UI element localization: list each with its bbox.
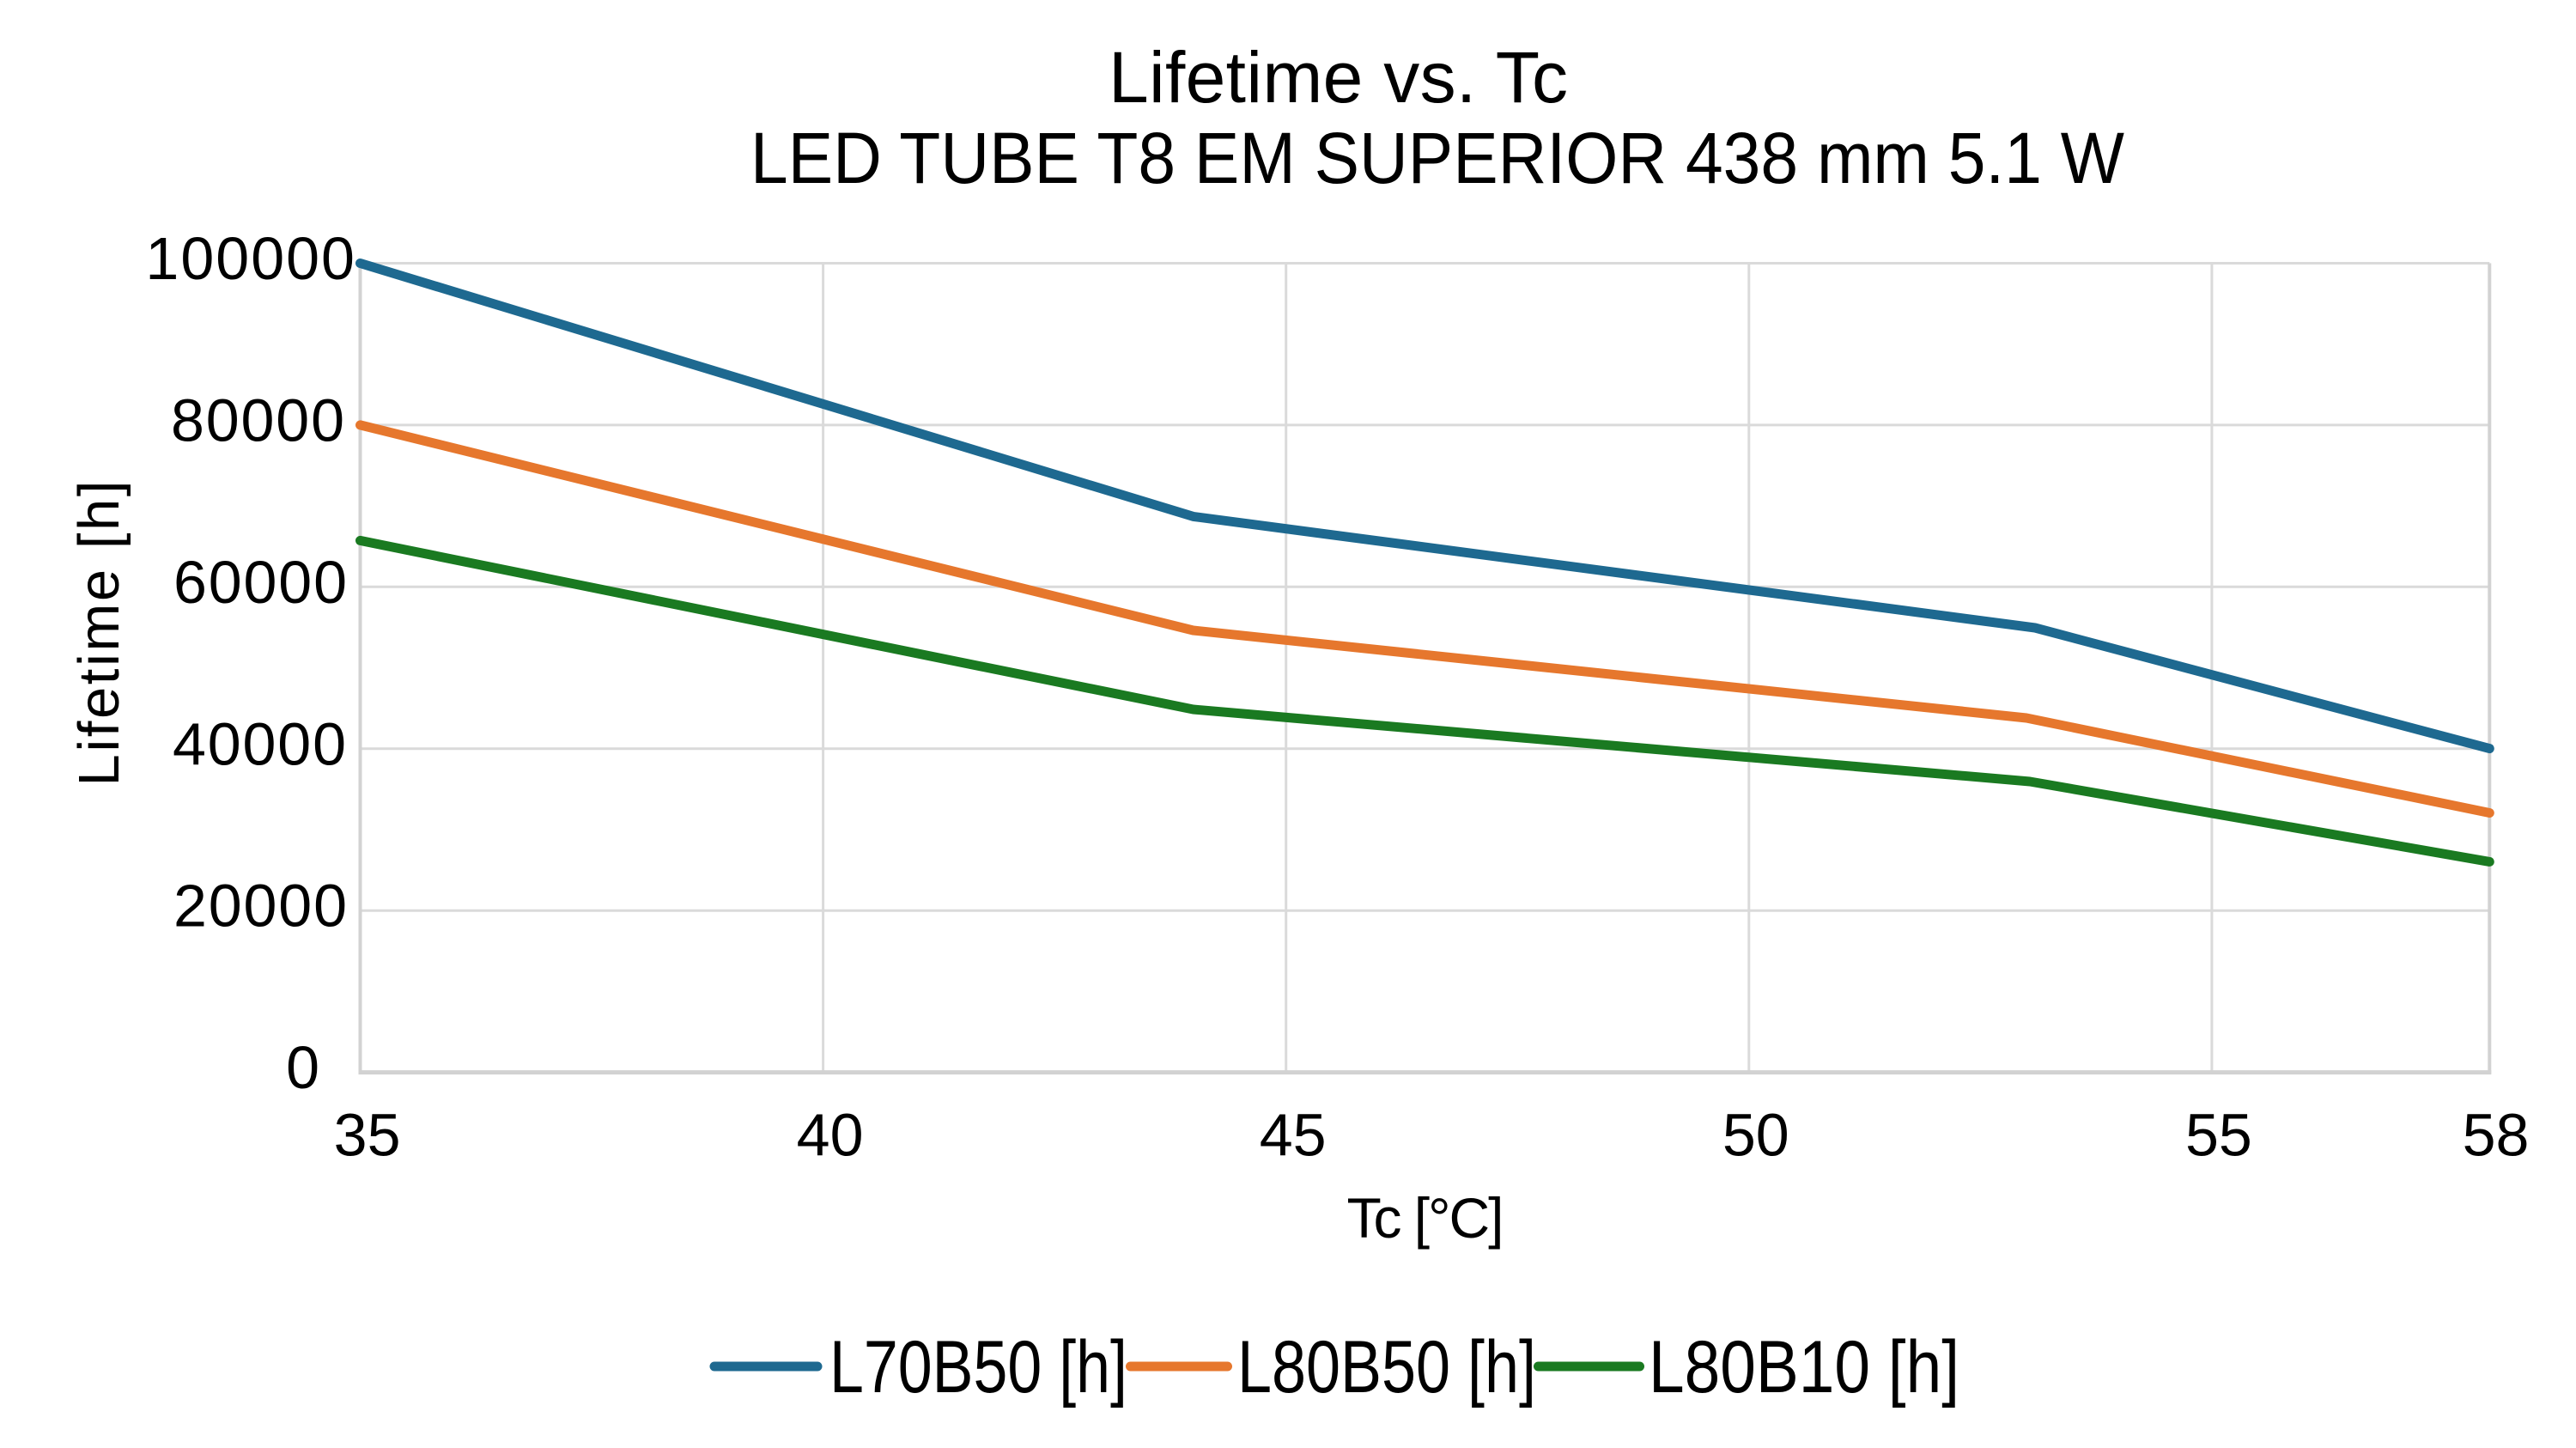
svg-text:Lifetime vs. Tc: Lifetime vs. Tc bbox=[1109, 37, 1568, 118]
svg-text:LED TUBE T8 EM SUPERIOR 438 mm: LED TUBE T8 EM SUPERIOR 438 mm 5.1 W bbox=[750, 118, 2124, 198]
svg-text:35: 35 bbox=[334, 1102, 401, 1169]
svg-text:45: 45 bbox=[1260, 1102, 1327, 1169]
svg-text:80000: 80000 bbox=[171, 386, 344, 453]
svg-text:60000: 60000 bbox=[173, 549, 347, 616]
svg-text:50: 50 bbox=[1722, 1102, 1789, 1169]
svg-text:20000: 20000 bbox=[173, 873, 347, 940]
svg-text:L80B10 [h]: L80B10 [h] bbox=[1649, 1326, 1959, 1408]
svg-text:55: 55 bbox=[2185, 1102, 2252, 1169]
svg-text:40000: 40000 bbox=[173, 710, 346, 777]
svg-text:L70B50 [h]: L70B50 [h] bbox=[829, 1326, 1127, 1408]
svg-text:L80B50 [h]: L80B50 [h] bbox=[1237, 1326, 1536, 1408]
svg-text:58: 58 bbox=[2463, 1102, 2530, 1169]
svg-text:0: 0 bbox=[286, 1034, 319, 1101]
svg-text:Lifetime [h]: Lifetime [h] bbox=[67, 481, 131, 787]
svg-text:100000: 100000 bbox=[145, 225, 356, 292]
svg-text:40: 40 bbox=[797, 1102, 864, 1169]
svg-text:Tc [°C]: Tc [°C] bbox=[1347, 1186, 1504, 1250]
